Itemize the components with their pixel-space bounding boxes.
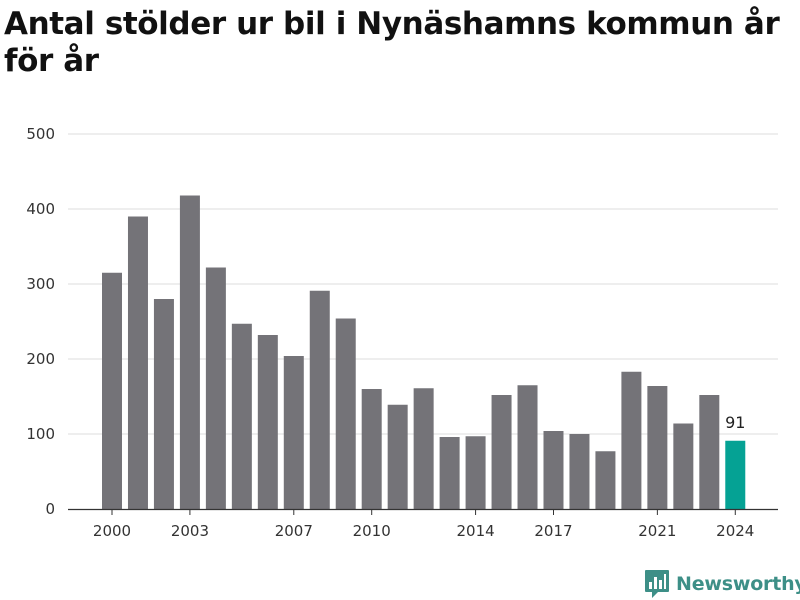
- bar-2014: [465, 436, 486, 509]
- bar-2005: [231, 323, 252, 509]
- bars: [102, 195, 746, 509]
- y-tick-label: 100: [26, 425, 55, 443]
- x-tick-label: 2000: [93, 522, 131, 540]
- y-tick-label: 500: [26, 125, 55, 143]
- x-tick-label: 2021: [638, 522, 676, 540]
- bar-2018: [569, 434, 590, 509]
- brand-name: Newsworthy: [676, 573, 800, 595]
- bar-2012: [413, 388, 434, 509]
- y-tick-label: 400: [26, 200, 55, 218]
- y-tick-label: 200: [26, 350, 55, 368]
- bar-2011: [387, 404, 408, 509]
- x-tick-label: 2010: [353, 522, 391, 540]
- y-axis-ticks: 0 100 200 300 400 500: [26, 125, 55, 518]
- bar-2003: [179, 195, 200, 509]
- newsworthy-logo: Newsworthy: [644, 569, 800, 599]
- bar-2006: [257, 335, 278, 509]
- bar-2021: [647, 386, 668, 509]
- bar-2019: [595, 451, 616, 509]
- x-axis: 2000 2003 2007 2010 2014 2017 2021 2024: [68, 508, 778, 540]
- bar-2016: [517, 385, 538, 509]
- bar-2007: [283, 356, 304, 509]
- x-tick-label: 2003: [171, 522, 209, 540]
- data-labels: 91: [725, 413, 745, 432]
- bar-2015: [491, 395, 512, 509]
- bar-2004: [205, 267, 226, 509]
- bar-2001: [127, 216, 148, 509]
- y-tick-label: 0: [45, 500, 55, 518]
- data-label-2024: 91: [725, 413, 745, 432]
- x-tick-label: 2017: [534, 522, 572, 540]
- bar-2002: [153, 299, 174, 509]
- newsworthy-icon: [645, 570, 669, 598]
- bar-2023: [699, 395, 720, 509]
- x-tick-label: 2014: [456, 522, 494, 540]
- bar-2020: [621, 371, 642, 509]
- bar-2000: [102, 272, 122, 509]
- y-tick-label: 300: [26, 275, 55, 293]
- bar-2008: [309, 290, 330, 509]
- bar-2010: [361, 389, 382, 509]
- chart-title: Antal stölder ur bil i Nynäshamns kommun…: [4, 6, 780, 79]
- x-tick-label: 2024: [716, 522, 754, 540]
- bar-2009: [335, 318, 356, 509]
- bar-2013: [439, 437, 460, 509]
- bar-2024: [725, 440, 746, 509]
- bar-2022: [673, 423, 694, 509]
- bar-2017: [543, 431, 564, 509]
- x-tick-label: 2007: [275, 522, 313, 540]
